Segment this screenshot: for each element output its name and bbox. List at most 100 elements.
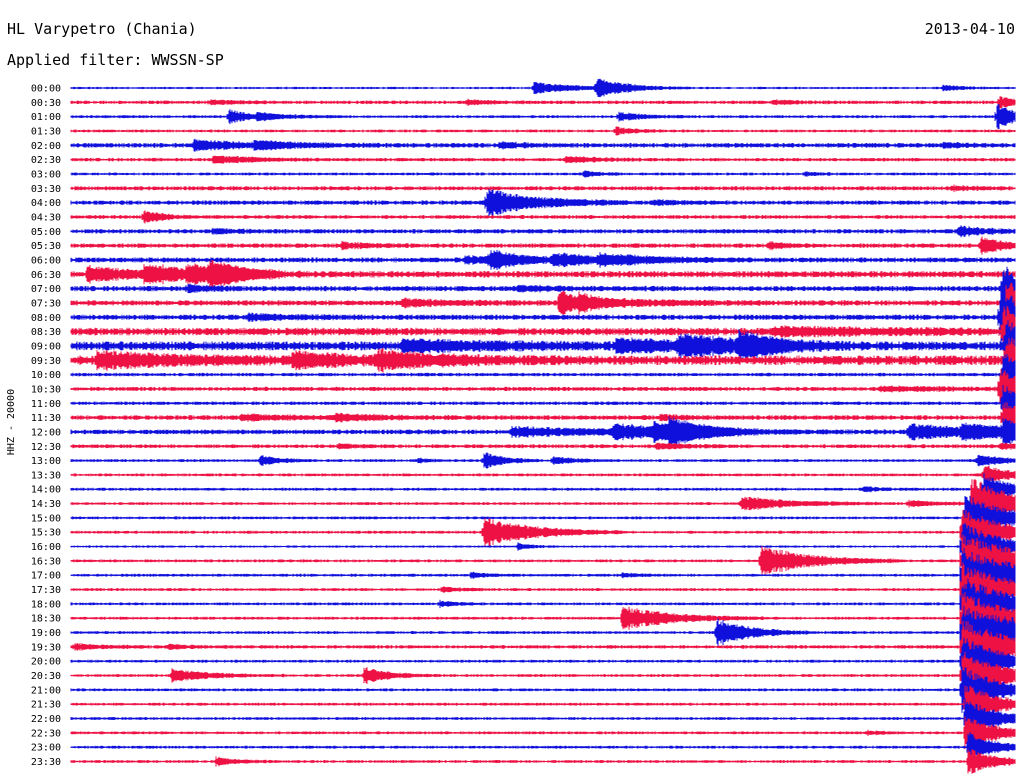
seismic-trace-03-00 xyxy=(70,170,1016,178)
time-label: 06:00 xyxy=(31,256,61,267)
time-label: 15:30 xyxy=(31,528,61,539)
time-label: 11:30 xyxy=(31,413,61,424)
seismic-trace-07-00 xyxy=(70,266,1016,311)
time-label: 20:30 xyxy=(31,671,61,682)
seismic-trace-01-00 xyxy=(70,104,1016,129)
seismic-trace-21-30 xyxy=(70,685,1016,723)
time-label: 21:00 xyxy=(31,685,61,696)
time-label: 10:00 xyxy=(31,370,61,381)
seismic-trace-09-30 xyxy=(70,337,1016,383)
time-label-group: 00:00 00:30 01:00 01:30 02:00 02:30 03:00 03:30… xyxy=(31,84,61,769)
seismic-trace-06-30 xyxy=(70,259,1016,289)
seismic-trace-02-00 xyxy=(70,138,1016,152)
time-label: 04:00 xyxy=(31,198,61,209)
time-label: 13:30 xyxy=(31,470,61,481)
seismic-trace-16-00 xyxy=(70,522,1016,571)
seismic-trace-00-30 xyxy=(70,96,1016,109)
seismic-trace-08-30 xyxy=(70,305,1016,358)
seismic-trace-17-30 xyxy=(70,562,1016,617)
time-label: 19:00 xyxy=(31,628,61,639)
seismic-trace-06-00 xyxy=(70,249,1016,270)
time-label: 04:30 xyxy=(31,213,61,224)
seismic-trace-14-00 xyxy=(70,473,1016,506)
seismic-trace-04-00 xyxy=(70,189,1016,217)
time-label: 18:00 xyxy=(31,599,61,610)
seismic-trace-23-30 xyxy=(70,749,1016,774)
seismic-trace-10-00 xyxy=(70,354,1016,395)
time-label: 02:00 xyxy=(31,141,61,152)
time-label: 07:30 xyxy=(31,298,61,309)
seismic-trace-11-30 xyxy=(70,402,1016,433)
seismic-trace-22-00 xyxy=(70,698,1016,739)
time-label: 12:30 xyxy=(31,442,61,453)
time-label: 17:00 xyxy=(31,571,61,582)
seismic-trace-20-30 xyxy=(70,651,1016,700)
time-label: 03:00 xyxy=(31,170,61,181)
time-label: 09:00 xyxy=(31,341,61,352)
seismic-trace-15-30 xyxy=(70,509,1016,555)
seismic-trace-08-00 xyxy=(70,291,1016,343)
seismic-trace-03-30 xyxy=(70,184,1016,193)
seismic-trace-05-30 xyxy=(70,236,1016,255)
seismic-trace-19-00 xyxy=(70,605,1016,660)
seismic-trace-14-30 xyxy=(70,479,1016,528)
seismic-trace-17-00 xyxy=(70,548,1016,603)
time-label: 20:00 xyxy=(31,657,61,668)
time-label: 10:30 xyxy=(31,384,61,395)
seismic-trace-13-30 xyxy=(70,465,1016,484)
seismic-trace-02-30 xyxy=(70,155,1016,164)
filter-label: Applied filter: WWSSN-SP xyxy=(7,51,224,69)
seismic-trace-11-00 xyxy=(70,385,1016,422)
seismic-trace-04-30 xyxy=(70,210,1016,224)
time-label: 05:30 xyxy=(31,241,61,252)
station-title: HL Varypetro (Chania) xyxy=(7,20,197,38)
seismic-trace-21-00 xyxy=(70,666,1016,713)
time-label: 05:00 xyxy=(31,227,61,238)
seismic-trace-15-00 xyxy=(70,495,1016,540)
time-label: 21:30 xyxy=(31,700,61,711)
time-label: 13:00 xyxy=(31,456,61,467)
time-label: 12:00 xyxy=(31,427,61,438)
time-label: 01:00 xyxy=(31,112,61,123)
trace-group xyxy=(70,78,1016,774)
seismic-trace-23-00 xyxy=(70,732,1016,763)
seismic-trace-12-00 xyxy=(70,416,1016,448)
time-label: 02:30 xyxy=(31,155,61,166)
seismic-trace-16-30 xyxy=(70,534,1016,588)
time-label: 11:00 xyxy=(31,399,61,410)
time-label: 15:00 xyxy=(31,513,61,524)
time-label: 16:30 xyxy=(31,556,61,567)
time-label: 03:30 xyxy=(31,184,61,195)
time-label: 22:30 xyxy=(31,728,61,739)
time-label: 08:30 xyxy=(31,327,61,338)
time-label: 09:30 xyxy=(31,356,61,367)
time-label: 07:00 xyxy=(31,284,61,295)
seismic-trace-13-00 xyxy=(70,452,1016,469)
time-label: 00:30 xyxy=(31,98,61,109)
time-label: 17:30 xyxy=(31,585,61,596)
time-label: 06:30 xyxy=(31,270,61,281)
time-label: 14:00 xyxy=(31,485,61,496)
time-label: 19:30 xyxy=(31,642,61,653)
time-label: 01:30 xyxy=(31,127,61,138)
time-label: 18:30 xyxy=(31,614,61,625)
seismic-trace-01-30 xyxy=(70,126,1016,136)
seismic-trace-05-00 xyxy=(70,225,1016,238)
seismic-trace-20-00 xyxy=(70,637,1016,685)
seismic-trace-09-00 xyxy=(70,320,1016,372)
seismic-trace-18-00 xyxy=(70,578,1016,630)
seismic-trace-19-30 xyxy=(70,620,1016,673)
time-label: 14:30 xyxy=(31,499,61,510)
date-label: 2013-04-10 xyxy=(924,20,1015,38)
time-label: 16:00 xyxy=(31,542,61,553)
seismic-trace-10-30 xyxy=(70,368,1016,409)
time-label: 23:00 xyxy=(31,743,61,754)
seismic-trace-18-30 xyxy=(70,592,1016,645)
time-label: 08:00 xyxy=(31,313,61,324)
seismic-trace-07-30 xyxy=(70,282,1016,324)
seismic-trace-12-30 xyxy=(70,442,1016,450)
seismic-trace-22-30 xyxy=(70,716,1016,749)
time-label: 00:00 xyxy=(31,84,61,95)
seismic-trace-00-00 xyxy=(70,78,1016,98)
